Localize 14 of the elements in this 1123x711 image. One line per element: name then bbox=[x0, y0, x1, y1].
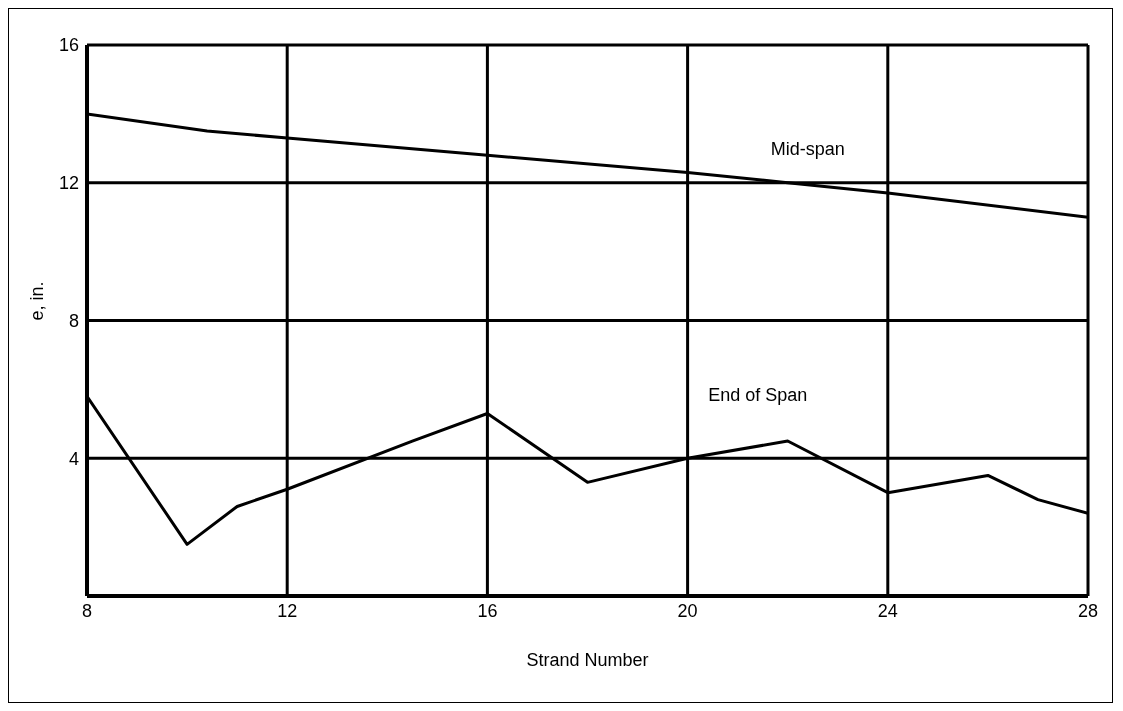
x-tick-label: 28 bbox=[1077, 600, 1099, 621]
y-tick-label: 4 bbox=[68, 448, 79, 469]
x-tick-label: 20 bbox=[677, 600, 698, 621]
y-tick-label: 16 bbox=[58, 35, 79, 56]
x-axis-title: Strand Number bbox=[526, 650, 649, 670]
x-tick-label: 12 bbox=[277, 600, 298, 621]
text: End of Span bbox=[708, 385, 808, 406]
y-axis-title: e, in. bbox=[27, 281, 48, 321]
y-tick-label: 12 bbox=[58, 173, 79, 194]
x-tick-label: 8 bbox=[81, 600, 93, 621]
x-tick-label: 24 bbox=[877, 600, 898, 621]
series-label: Mid-span bbox=[770, 138, 845, 159]
x-tick-label: 16 bbox=[477, 600, 498, 621]
y-tick-label: 8 bbox=[68, 310, 79, 331]
